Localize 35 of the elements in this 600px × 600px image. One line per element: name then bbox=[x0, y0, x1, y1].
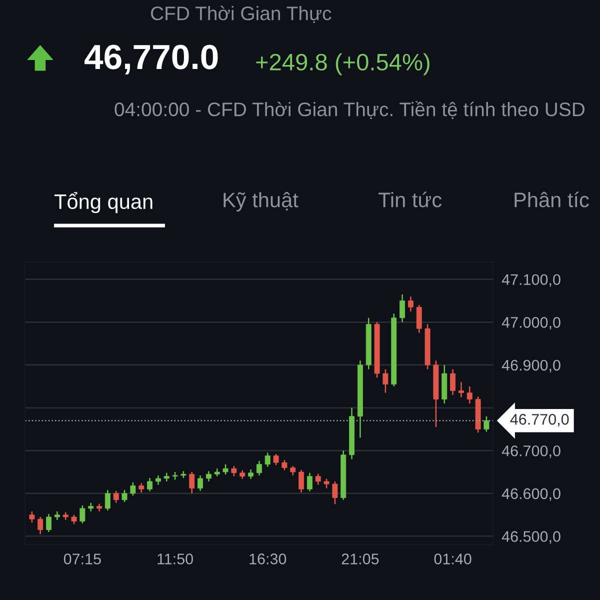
y-tick-label: 46.500,0 bbox=[502, 531, 560, 544]
candlestick bbox=[324, 478, 330, 489]
text: Phân tíc bbox=[514, 192, 589, 208]
ref-line-label: 46.770,0 bbox=[510, 414, 569, 427]
x-tick-label: 21:05 bbox=[342, 554, 379, 564]
text: 04:00:00 - CFD Thời Gian Thực. Tiền tệ tính theo USD bbox=[114, 101, 585, 120]
candlestick bbox=[222, 464, 228, 476]
candlestick bbox=[374, 322, 380, 378]
candlestick bbox=[71, 514, 77, 525]
candlestick bbox=[332, 480, 338, 505]
x-tick-label: 11:50 bbox=[158, 554, 193, 564]
chart-title: 46,770.0 bbox=[84, 44, 218, 74]
x-tick-label: 16:30 bbox=[250, 554, 286, 564]
text: CFD Thời Gian Thực bbox=[150, 6, 332, 24]
y-tick-label: 47.100,0 bbox=[502, 274, 560, 287]
candlestick bbox=[29, 510, 35, 524]
y-tick-label: 47.000,0 bbox=[502, 317, 560, 330]
candlestick bbox=[80, 504, 86, 524]
candlestick bbox=[424, 324, 430, 370]
candlestick bbox=[382, 368, 388, 394]
y-tick-label: 46.900,0 bbox=[502, 360, 560, 372]
text: Kỹ thuật bbox=[224, 192, 298, 212]
y-tick-label: 46.600,0 bbox=[502, 488, 560, 501]
candlestick bbox=[273, 453, 279, 466]
candlestick bbox=[130, 482, 136, 496]
chart-subtitle: +249.8 (+0.54%) bbox=[256, 53, 430, 76]
candlestick bbox=[433, 360, 439, 428]
x-tick-label: 01:40 bbox=[434, 554, 472, 564]
candlestick bbox=[484, 416, 490, 432]
candlestick bbox=[122, 489, 128, 503]
text: Tin tức bbox=[378, 192, 442, 208]
y-tick-label: 46.700,0 bbox=[502, 445, 560, 458]
x-tick-label: 07:15 bbox=[64, 554, 101, 564]
text: Tổng quan bbox=[54, 192, 152, 214]
candlestick bbox=[282, 459, 288, 471]
